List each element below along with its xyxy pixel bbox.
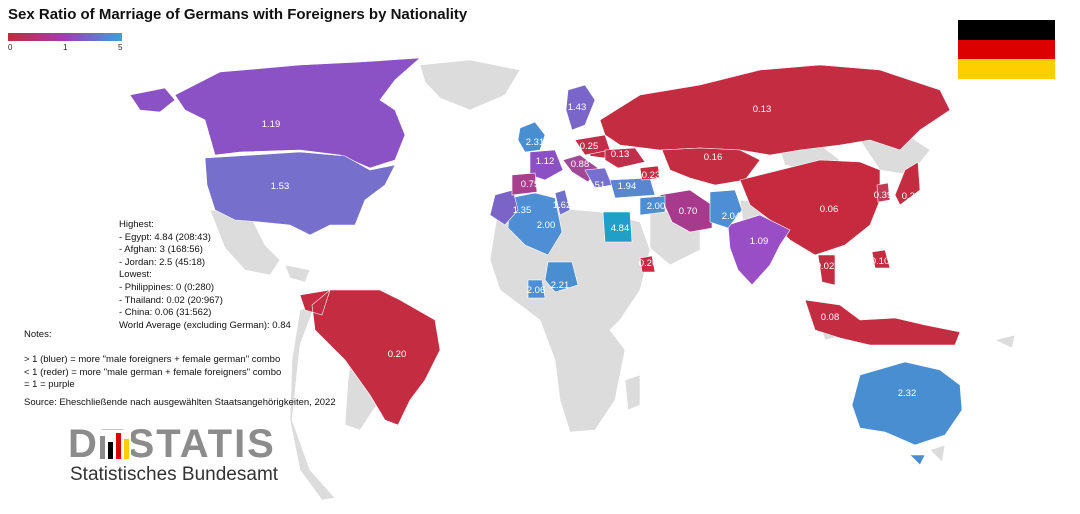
country-morocco bbox=[489, 189, 519, 226]
flag-stripe-black bbox=[958, 20, 1055, 40]
country-iran bbox=[659, 189, 713, 233]
value-label-france: 1.12 bbox=[536, 156, 555, 167]
country-indonesia bbox=[804, 299, 961, 346]
legend-tick-mid: 1 bbox=[63, 43, 68, 52]
country-afghanistan bbox=[709, 189, 743, 229]
country-eritrea bbox=[639, 255, 656, 273]
color-legend: 0 1 5 bbox=[8, 33, 122, 52]
value-label-kazakhstan: 0.16 bbox=[704, 152, 723, 163]
lowest-item: - Philippines: 0 (0:280) bbox=[119, 281, 215, 293]
country-turkey bbox=[609, 177, 656, 199]
country-uk bbox=[517, 121, 546, 153]
country-spain bbox=[511, 172, 538, 196]
value-label-tunisia: 1.62 bbox=[553, 200, 572, 211]
country-korea bbox=[876, 182, 891, 203]
flag-stripe-gold bbox=[958, 59, 1055, 79]
value-label-indonesia: 0.08 bbox=[821, 312, 840, 323]
value-label-australia: 2.32 bbox=[898, 388, 917, 399]
value-label-sweden: 1.43 bbox=[568, 102, 587, 113]
country-algeria bbox=[507, 192, 563, 256]
value-label-uk: 2.31 bbox=[526, 137, 545, 148]
country-australia bbox=[851, 361, 963, 466]
value-label-turkey: 1.94 bbox=[618, 181, 637, 192]
german-flag-icon bbox=[958, 20, 1055, 79]
country-thailand bbox=[817, 254, 836, 286]
country-syria bbox=[639, 195, 666, 216]
lowest-item: - China: 0.06 (31:562) bbox=[119, 307, 212, 319]
value-label-morocco: 1.35 bbox=[513, 205, 532, 216]
value-label-italy: 0.88 bbox=[571, 159, 590, 170]
value-label-thailand: 0.02 bbox=[816, 261, 835, 272]
value-label-usa: 1.53 bbox=[271, 181, 290, 192]
info-box: Highest: - Egypt: 4.84 (208:43) - Afghan… bbox=[119, 219, 291, 332]
country-india bbox=[727, 214, 791, 286]
value-label-russia: 0.13 bbox=[753, 104, 772, 115]
value-label-vietnam: 0.10 bbox=[871, 256, 890, 267]
country-georgia bbox=[639, 165, 661, 181]
country-egypt bbox=[602, 211, 633, 243]
notes-heading: Notes: bbox=[24, 329, 52, 340]
notes-box: Notes: > 1 (bluer) = more "male foreigne… bbox=[24, 329, 281, 392]
flag-stripe-red bbox=[958, 39, 1055, 60]
value-labels: 1.19 1.53 0.20 0.13 0.16 0.06 2.32 1.09 0.70 2.04… bbox=[262, 102, 921, 399]
value-label-ghana: 2.06 bbox=[527, 285, 546, 296]
value-label-canada: 1.19 bbox=[262, 119, 281, 130]
source-citation: Source: Eheschließende nach ausgewählten… bbox=[24, 397, 336, 408]
value-label-ukraine: 0.13 bbox=[611, 149, 630, 160]
legend-tick-min: 0 bbox=[8, 43, 13, 52]
value-label-iran: 0.70 bbox=[679, 206, 698, 217]
value-label-japan: 0.20 bbox=[902, 191, 921, 202]
country-japan bbox=[894, 161, 921, 206]
value-label-georgia: 0.23 bbox=[642, 170, 661, 181]
value-label-poland: 0.25 bbox=[580, 141, 599, 152]
value-label-nigeria: 2.21 bbox=[551, 280, 570, 291]
value-label-egypt: 4.84 bbox=[611, 223, 630, 234]
value-label-china: 0.06 bbox=[820, 204, 839, 215]
logo-subtitle: Statistisches Bundesamt bbox=[70, 464, 279, 485]
legend-tick-max: 5 bbox=[118, 43, 123, 52]
value-label-algeria: 2.00 bbox=[537, 220, 556, 231]
value-label-korea: 0.39 bbox=[874, 190, 893, 201]
highest-heading: Highest: bbox=[119, 219, 154, 230]
country-canada bbox=[129, 57, 421, 169]
highest-item: - Jordan: 2.5 (45:18) bbox=[119, 256, 206, 268]
notes-line: = 1 = purple bbox=[24, 379, 75, 391]
page-title: Sex Ratio of Marriage of Germans with Fo… bbox=[8, 6, 468, 23]
country-sweden bbox=[565, 84, 596, 131]
lowest-heading: Lowest: bbox=[119, 269, 152, 281]
highest-item: - Afghan: 3 (168:56) bbox=[119, 244, 203, 256]
unknown-land bbox=[209, 59, 1016, 501]
logo-bars-icon bbox=[97, 430, 131, 459]
value-label-syria: 2.00 bbox=[647, 201, 666, 212]
value-label-india: 1.09 bbox=[750, 236, 769, 247]
value-label-eritrea: 0.26 bbox=[639, 258, 658, 269]
highest-item: - Egypt: 4.84 (208:43) bbox=[119, 231, 211, 243]
lowest-item: - Thailand: 0.02 (20:967) bbox=[119, 294, 223, 306]
notes-line: > 1 (bluer) = more "male foreigners + fe… bbox=[24, 354, 281, 366]
notes-line: < 1 (reder) = more "male german + female… bbox=[24, 366, 282, 378]
country-brazil bbox=[299, 289, 441, 426]
legend-gradient-bar bbox=[8, 33, 122, 41]
country-ghana bbox=[527, 279, 546, 299]
country-shapes bbox=[129, 57, 963, 466]
value-label-balkans: 1.51 bbox=[587, 180, 606, 191]
country-nigeria bbox=[544, 261, 579, 293]
country-tunisia bbox=[554, 189, 571, 216]
value-label-afghanistan: 2.04 bbox=[722, 211, 741, 222]
country-usa bbox=[204, 151, 396, 236]
destatis-logo: DESTATIS Statistisches Bundesamt bbox=[68, 422, 288, 488]
country-ukraine bbox=[604, 147, 646, 169]
value-label-spain: 0.75 bbox=[521, 179, 540, 190]
country-vietnam bbox=[871, 249, 891, 269]
world-average: World Average (excluding German): 0.84 bbox=[119, 319, 291, 331]
country-france bbox=[529, 149, 564, 181]
value-label-brazil: 0.20 bbox=[388, 349, 407, 360]
